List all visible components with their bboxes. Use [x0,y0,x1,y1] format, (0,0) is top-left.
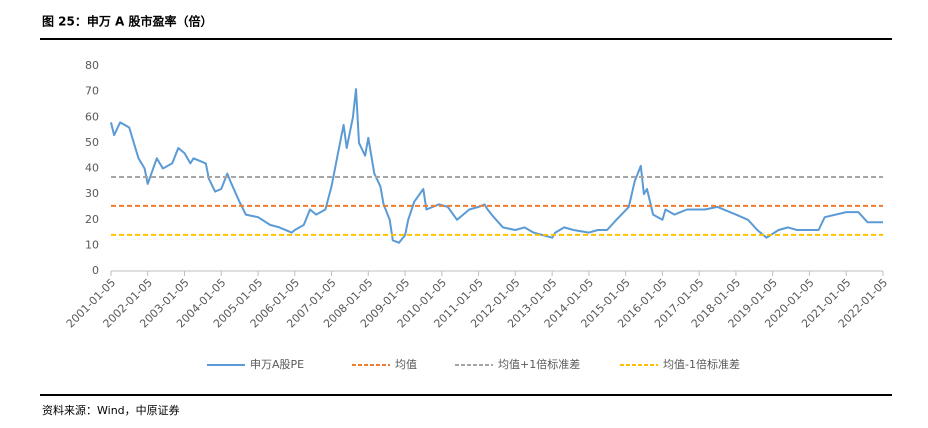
y-tick-label: 40 [85,162,99,175]
y-tick-label: 30 [85,187,99,200]
source-note: 资料来源：Wind，中原证券 [42,403,180,417]
pe-line [110,88,883,244]
chart-title: 图 25：申万 A 股市盈率（倍） [42,14,213,29]
legend-label: 均值+1倍标准差 [498,357,580,371]
legend-label: 均值 [395,358,417,371]
y-tick-label: 80 [85,59,99,72]
y-tick-label: 10 [85,238,99,251]
y-tick-label: 0 [92,264,99,277]
y-tick-label: 60 [85,110,99,123]
y-tick-label: 50 [85,136,99,149]
legend-label: 均值-1倍标准差 [663,357,740,371]
y-tick-label: 20 [85,213,99,226]
y-tick-label: 70 [85,85,99,98]
legend-label: 申万A股PE [250,358,304,371]
